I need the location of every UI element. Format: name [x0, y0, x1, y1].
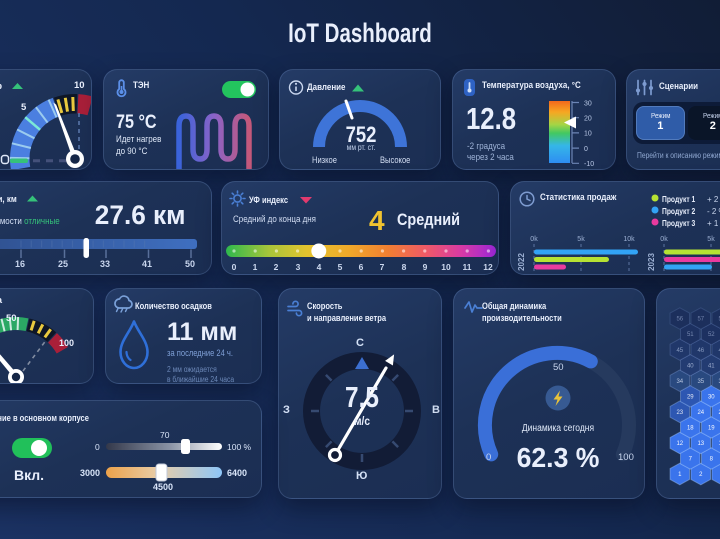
svg-text:47: 47: [718, 348, 720, 354]
svg-text:56: 56: [676, 317, 683, 323]
svg-text:57: 57: [697, 317, 704, 323]
svg-text:25: 25: [718, 410, 720, 416]
svg-text:36: 36: [718, 379, 720, 385]
svg-text:58: 58: [718, 317, 720, 323]
svg-text:10k: 10k: [623, 236, 635, 243]
svg-text:5k: 5k: [707, 236, 715, 243]
svg-text:30: 30: [708, 395, 715, 401]
svg-text:2022: 2022: [517, 253, 526, 271]
svg-text:41: 41: [708, 363, 715, 369]
svg-text:20: 20: [584, 116, 592, 123]
svg-text:30: 30: [584, 100, 592, 107]
svg-text:8: 8: [710, 457, 714, 463]
svg-text:40: 40: [687, 363, 694, 369]
svg-text:1: 1: [678, 472, 682, 478]
svg-text:2023: 2023: [647, 253, 656, 271]
svg-text:5k: 5k: [577, 236, 585, 243]
svg-text:29: 29: [687, 395, 694, 401]
svg-text:45: 45: [676, 348, 683, 354]
svg-text:13: 13: [697, 441, 704, 447]
svg-text:7: 7: [689, 457, 693, 463]
svg-text:0: 0: [584, 146, 588, 153]
svg-text:14: 14: [718, 441, 720, 447]
svg-text:35: 35: [697, 379, 704, 385]
svg-text:10: 10: [584, 131, 592, 138]
svg-text:0k: 0k: [530, 236, 538, 243]
svg-text:23: 23: [676, 410, 683, 416]
svg-text:51: 51: [687, 332, 694, 338]
svg-text:19: 19: [708, 426, 715, 432]
svg-text:12: 12: [676, 441, 683, 447]
svg-text:2: 2: [699, 472, 703, 478]
svg-text:-10: -10: [584, 161, 594, 168]
svg-text:52: 52: [708, 332, 715, 338]
svg-text:18: 18: [687, 426, 694, 432]
svg-text:0k: 0k: [660, 236, 668, 243]
svg-text:24: 24: [697, 410, 704, 416]
svg-text:34: 34: [676, 379, 683, 385]
svg-text:46: 46: [697, 348, 704, 354]
